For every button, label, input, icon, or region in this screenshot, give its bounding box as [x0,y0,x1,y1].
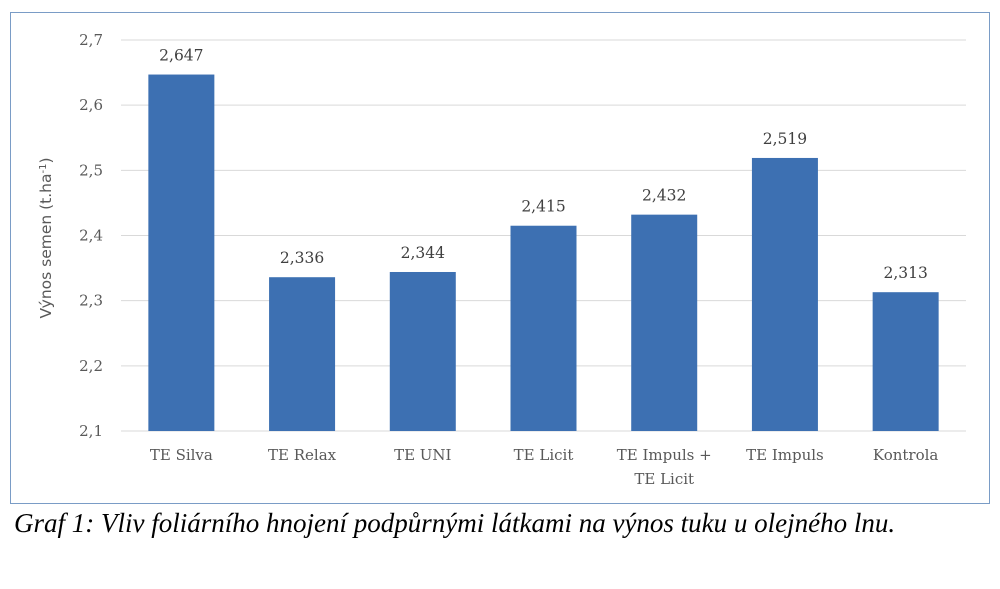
data-label: 2,519 [763,130,807,148]
data-label: 2,415 [521,198,565,216]
y-axis-title-main: Výnos semen (t.ha [37,174,55,319]
x-category-label: TE UNI [394,446,451,464]
x-category-label: TE Impuls + TE Licit [617,446,712,488]
x-category-label: TE Licit [514,446,574,464]
data-label: 2,647 [159,47,203,65]
bar [510,225,577,431]
x-axis-categories: TE Silva TE Relax TE UNI TE Licit TE Impuls … [150,446,939,488]
y-tick-label: 2,5 [79,161,103,179]
y-tick-label: 2,7 [79,31,103,49]
bar [872,292,939,431]
data-label: 2,344 [401,244,446,262]
data-labels: 2,647 2,336 2,344 2,415 2,432 2,519 2,313 [159,47,928,283]
data-label: 2,336 [280,249,324,267]
y-axis-title-close: ) [37,157,55,163]
bar [631,214,698,431]
bar [269,277,336,431]
bar [148,74,215,431]
x-category-label: TE Impuls [746,446,824,464]
y-tick-label: 2,1 [79,422,103,440]
x-category-label: Kontrola [873,446,939,464]
x-category-label: TE Silva [150,446,213,464]
y-tick-label: 2,6 [79,96,103,114]
bar [389,271,456,431]
x-category-label: TE Relax [268,446,337,464]
figure-caption: Graf 1: Vliv foliárního hnojení podpůrný… [14,508,896,538]
chart-frame: 2,1 2,2 2,3 2,4 2,5 2,6 2,7 2,647 2,336 2,344 2,4… [10,12,990,504]
y-tick-label: 2,4 [79,227,103,245]
data-label: 2,432 [642,187,686,205]
y-axis-title-sup: -1 [38,164,49,174]
bar-chart: 2,1 2,2 2,3 2,4 2,5 2,6 2,7 2,647 2,336 2,344 2,4… [37,31,966,488]
y-axis-title: Výnos semen (t.ha-1) [37,157,55,318]
y-tick-label: 2,2 [79,357,103,375]
bar [751,157,818,431]
y-axis-ticks: 2,1 2,2 2,3 2,4 2,5 2,6 2,7 [79,31,103,440]
data-label: 2,313 [883,264,927,282]
y-tick-label: 2,3 [79,292,103,310]
bars [148,74,939,431]
